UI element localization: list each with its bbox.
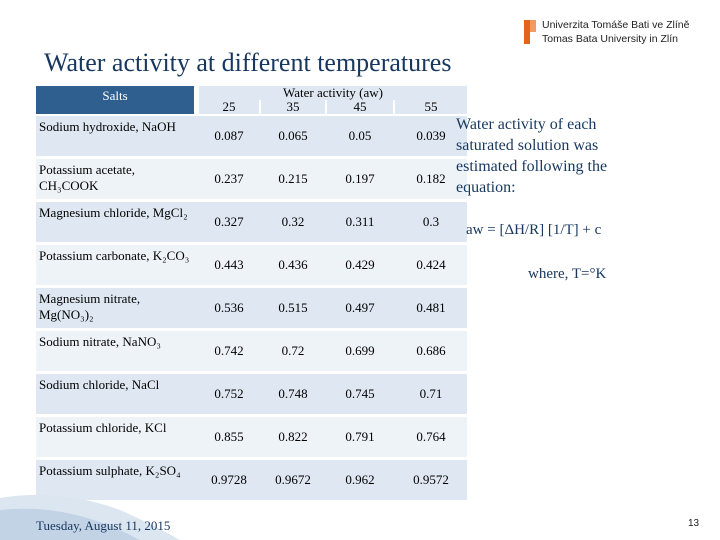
aw-value-35: 0.32 bbox=[281, 214, 305, 229]
aw-value-25: 0.742 bbox=[214, 343, 244, 358]
aw-value-55: 0.9572 bbox=[413, 472, 449, 487]
aw-value-55: 0.182 bbox=[416, 171, 446, 186]
salt-name: Sodium nitrate, NaNO₃ bbox=[39, 334, 161, 349]
equation-description: Water activity of each saturated solutio… bbox=[456, 116, 608, 196]
aw-value-45: 0.197 bbox=[345, 171, 375, 186]
aw-value-35: 0.515 bbox=[278, 300, 308, 315]
aw-value-35: 0.72 bbox=[281, 343, 305, 358]
table-row bbox=[36, 116, 467, 156]
equation-where: where, T=°K bbox=[528, 266, 607, 282]
page-number: 13 bbox=[688, 518, 700, 529]
aw-value-25: 0.9728 bbox=[211, 472, 247, 487]
logo-line-2: Tomas Bata University in Zlín bbox=[542, 33, 678, 45]
aw-value-45: 0.429 bbox=[345, 257, 375, 272]
table-row bbox=[36, 460, 467, 500]
aw-value-55: 0.764 bbox=[416, 429, 446, 444]
logo-text: Univerzita Tomáše Bati ve Zlíně Tomas Ba… bbox=[542, 18, 689, 46]
header-temp-25: 25 bbox=[199, 100, 259, 114]
aw-value-45: 0.497 bbox=[345, 300, 375, 315]
salt-name: Sodium hydroxide, NaOH bbox=[39, 119, 176, 134]
salt-name: Potassium chloride, KCl bbox=[39, 420, 167, 435]
aw-value-35: 0.436 bbox=[278, 257, 308, 272]
table-row bbox=[36, 374, 467, 414]
corner-decoration bbox=[0, 494, 180, 540]
aw-value-45: 0.05 bbox=[348, 128, 372, 143]
aw-value-35: 0.215 bbox=[278, 171, 308, 186]
aw-value-35: 0.9672 bbox=[275, 472, 311, 487]
aw-value-25: 0.237 bbox=[214, 171, 244, 186]
logo-mark-icon bbox=[524, 20, 536, 44]
header-temp-45: 45 bbox=[327, 100, 393, 114]
salt-name: Magnesium nitrate, Mg(NO₃)₂ bbox=[39, 291, 141, 322]
aw-value-45: 0.699 bbox=[345, 343, 375, 358]
aw-value-35: 0.748 bbox=[278, 386, 308, 401]
aw-value-35: 0.065 bbox=[278, 128, 308, 143]
aw-value-55: 0.686 bbox=[416, 343, 446, 358]
header-salts: Salts bbox=[36, 86, 194, 114]
logo-line-1: Univerzita Tomáše Bati ve Zlíně bbox=[542, 19, 690, 31]
university-logo: Univerzita Tomáše Bati ve Zlíně Tomas Ba… bbox=[524, 18, 714, 50]
aw-value-25: 0.443 bbox=[214, 257, 244, 272]
header-water-activity: Water activity (aw) bbox=[199, 86, 467, 100]
aw-value-45: 0.791 bbox=[345, 429, 375, 444]
aw-value-25: 0.855 bbox=[214, 429, 244, 444]
aw-value-35: 0.822 bbox=[278, 429, 308, 444]
aw-value-25: 0.536 bbox=[214, 300, 244, 315]
header-temp-35: 35 bbox=[261, 100, 325, 114]
salt-name: Potassium acetate, CH₃COOK bbox=[39, 162, 136, 193]
table-row bbox=[36, 159, 467, 199]
aw-value-55: 0.3 bbox=[422, 214, 440, 229]
equation-formula: aw = [ΔH/R] [1/T] + c bbox=[466, 222, 602, 238]
aw-value-55: 0.481 bbox=[416, 300, 446, 315]
aw-value-55: 0.424 bbox=[416, 257, 446, 272]
aw-value-45: 0.745 bbox=[345, 386, 375, 401]
slide-title: Water activity at different temperatures bbox=[44, 48, 452, 77]
aw-value-45: 0.962 bbox=[345, 472, 375, 487]
salt-name: Magnesium chloride, MgCl₂ bbox=[39, 205, 188, 220]
header-temp-55: 55 bbox=[395, 100, 467, 114]
aw-value-45: 0.311 bbox=[345, 214, 375, 229]
table-row bbox=[36, 417, 467, 457]
aw-value-25: 0.087 bbox=[214, 128, 244, 143]
table-row bbox=[36, 331, 467, 371]
aw-value-55: 0.71 bbox=[419, 386, 443, 401]
aw-value-25: 0.752 bbox=[214, 386, 244, 401]
salt-name: Sodium chloride, NaCl bbox=[39, 377, 160, 392]
table-row bbox=[36, 245, 467, 285]
table-row bbox=[36, 202, 467, 242]
footer-date: Tuesday, August 11, 2015 bbox=[36, 518, 171, 533]
aw-value-25: 0.327 bbox=[214, 214, 244, 229]
salt-name: Potassium carbonate, K₂CO₃ bbox=[39, 248, 190, 263]
aw-value-55: 0.039 bbox=[416, 128, 446, 143]
table-row bbox=[36, 288, 467, 328]
salt-name: Potassium sulphate, K₂SO₄ bbox=[39, 463, 181, 478]
